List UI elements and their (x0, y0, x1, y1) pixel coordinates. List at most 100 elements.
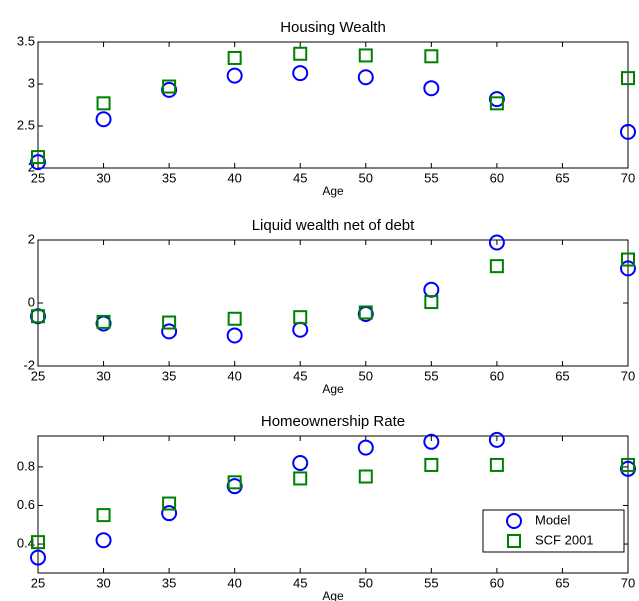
marker-square (162, 496, 177, 511)
legend-label: Model (535, 512, 571, 527)
x-tick-label: 45 (293, 575, 307, 590)
marker-square (621, 71, 635, 86)
marker-circle (423, 433, 440, 450)
x-tick-label: 70 (621, 170, 635, 185)
axes-box (37, 239, 629, 367)
x-tick-label: 40 (227, 368, 241, 383)
marker-square (162, 79, 177, 94)
marker-square (227, 475, 242, 490)
marker-square (31, 535, 45, 550)
x-tick-label: 40 (227, 575, 241, 590)
marker-square (227, 311, 242, 326)
y-tick-label: 0.6 (17, 497, 35, 512)
y-tick-label: -2 (23, 357, 35, 372)
x-tick-label: 50 (359, 575, 373, 590)
subplot: Housing Wealth 25 30 35 40 45 50 55 60 65 70 2 2.5 3 3… (17, 19, 636, 198)
subplot-title: Liquid wealth net of debt (252, 217, 415, 234)
x-tick-label: 45 (293, 368, 307, 383)
marker-circle (161, 323, 178, 340)
marker-square (489, 259, 504, 274)
marker-square (227, 50, 242, 65)
y-tick-label: 0.4 (17, 535, 35, 550)
x-axis-label: Age (322, 382, 344, 396)
marker-circle (30, 549, 46, 566)
marker-circle (488, 234, 505, 251)
marker-square (621, 457, 635, 472)
marker-square (96, 96, 111, 111)
x-tick-label: 40 (227, 170, 241, 185)
y-tick-label: 2 (28, 231, 35, 246)
marker-circle (95, 111, 112, 128)
legend: Model SCF 2001 (482, 509, 625, 553)
x-tick-label: 25 (31, 368, 45, 383)
marker-circle (292, 455, 309, 472)
x-tick-label: 25 (31, 170, 45, 185)
x-axis-label: Age (322, 184, 344, 198)
marker-square (489, 457, 504, 472)
x-tick-label: 60 (490, 575, 504, 590)
marker-square (621, 252, 635, 267)
marker-square (31, 150, 45, 165)
x-tick-label: 35 (162, 368, 176, 383)
subplot: Liquid wealth net of debt 25 30 35 40 45 50 55 6… (23, 217, 636, 396)
y-tick-label: 0 (28, 294, 35, 309)
x-tick-label: 65 (555, 575, 569, 590)
x-tick-label: 65 (555, 368, 569, 383)
marker-square (162, 315, 177, 330)
marker-circle (161, 505, 178, 522)
x-tick-label: 55 (424, 170, 438, 185)
y-tick-label: 0.8 (17, 458, 35, 473)
x-tick-label: 70 (621, 368, 635, 383)
subplot-title: Homeownership Rate (261, 413, 405, 430)
marker-circle (226, 327, 243, 344)
subplot-title: Housing Wealth (280, 19, 386, 36)
marker-square (293, 310, 308, 325)
marker-circle (620, 123, 636, 140)
marker-square (293, 46, 308, 61)
marker-circle (620, 260, 636, 277)
legend-label: SCF 2001 (535, 532, 594, 547)
x-tick-label: 55 (424, 575, 438, 590)
marker-circle (357, 439, 374, 456)
marker-square (424, 295, 439, 310)
x-tick-label: 45 (293, 170, 307, 185)
x-tick-label: 25 (31, 575, 45, 590)
marker-square (293, 471, 308, 486)
marker-square (358, 48, 373, 63)
y-tick-label: 2 (28, 159, 35, 174)
marker-square (358, 305, 373, 320)
marker-square (424, 49, 439, 64)
marker-square (31, 309, 45, 324)
x-tick-label: 70 (621, 575, 635, 590)
x-tick-label: 35 (162, 575, 176, 590)
x-axis-label: Age (322, 589, 344, 601)
x-tick-label: 30 (96, 575, 110, 590)
y-tick-label: 3 (28, 75, 35, 90)
marker-square (96, 314, 111, 329)
legend-swatch (507, 534, 521, 548)
marker-circle (95, 532, 112, 549)
marker-circle (423, 80, 440, 97)
marker-circle (292, 65, 309, 82)
x-tick-label: 65 (555, 170, 569, 185)
x-tick-label: 50 (359, 170, 373, 185)
marker-square (424, 457, 439, 472)
x-tick-label: 60 (490, 170, 504, 185)
marker-square (96, 508, 111, 523)
axes-box (37, 41, 629, 169)
x-tick-label: 55 (424, 368, 438, 383)
legend-box (482, 509, 625, 553)
x-tick-label: 30 (96, 170, 110, 185)
subplot: Homeownership Rate 25 30 35 40 45 50 55 60 65 70 0.… (17, 413, 636, 601)
marker-square (358, 469, 373, 484)
y-tick-label: 3.5 (17, 33, 35, 48)
marker-circle (357, 69, 374, 86)
marker-square (489, 96, 504, 111)
x-tick-label: 60 (490, 368, 504, 383)
legend-swatch (506, 513, 522, 529)
x-tick-label: 50 (359, 368, 373, 383)
y-tick-label: 2.5 (17, 117, 35, 132)
marker-circle (226, 67, 243, 84)
x-tick-label: 30 (96, 368, 110, 383)
